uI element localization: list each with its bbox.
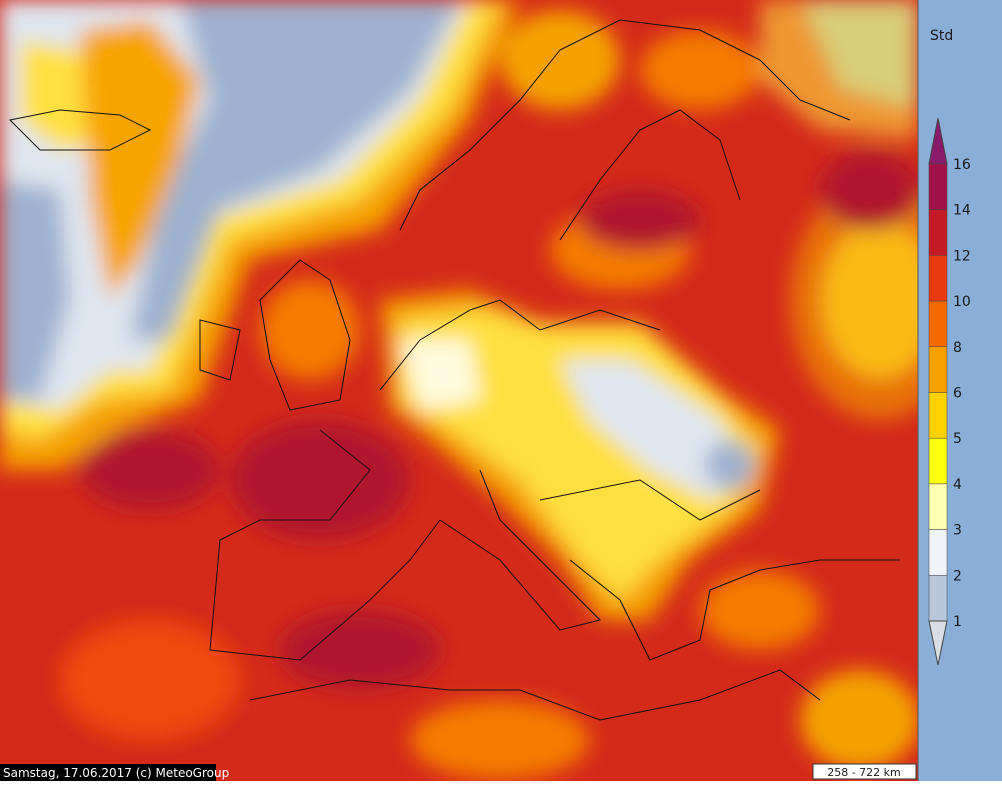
- legend-tick-label: 2: [953, 568, 962, 584]
- legend-tick-label: 3: [953, 523, 962, 539]
- legend: Std 16 14 12 10 8 6 5 4 3 2 1: [928, 28, 971, 666]
- legend-band: [928, 392, 948, 439]
- legend-band: [928, 209, 948, 256]
- scale-box: [812, 763, 917, 780]
- heat-field: [0, 0, 918, 780]
- map: [0, 0, 918, 781]
- legend-tick-label: 4: [953, 477, 962, 493]
- legend-tick-label: 16: [953, 157, 971, 173]
- legend-band: [928, 300, 948, 348]
- scale-label: 258 - 722 km: [827, 766, 901, 779]
- legend-tick-label: 6: [953, 386, 962, 402]
- legend-tick-label: 10: [953, 294, 971, 310]
- legend-band: [928, 483, 948, 530]
- legend-arrow-bottom: [928, 620, 948, 666]
- legend-band: [928, 255, 948, 302]
- legend-tick-label: 14: [953, 203, 971, 219]
- coastlines: [8, 19, 900, 721]
- legend-tick-label: 8: [953, 340, 962, 356]
- legend-band: [928, 575, 948, 622]
- footer-box: [0, 764, 216, 781]
- legend-band: [928, 163, 948, 210]
- legend-tick-label: 1: [953, 614, 962, 630]
- legend-band: [928, 437, 948, 485]
- legend-tick-label: 12: [953, 248, 971, 264]
- legend-band: [928, 529, 948, 576]
- footer-credit: Samstag, 17.06.2017 (c) MeteoGroup: [3, 766, 229, 780]
- legend-unit: Std: [930, 28, 953, 44]
- legend-band: [928, 346, 948, 393]
- legend-tick-label: 5: [953, 431, 962, 447]
